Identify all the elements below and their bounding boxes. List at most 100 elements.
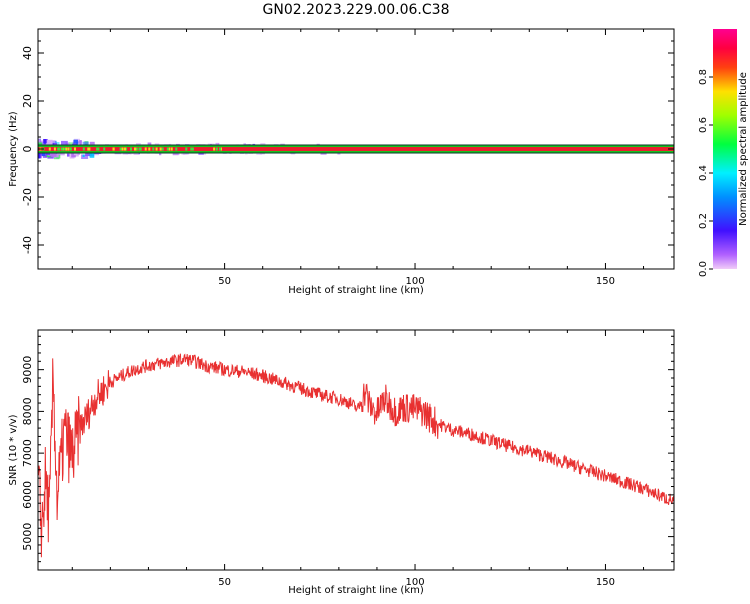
band-fleck <box>139 147 142 151</box>
band-fleck <box>168 147 171 151</box>
band-fleck <box>135 147 138 151</box>
spectrogram-xlabel: Height of straight line (km) <box>288 285 424 296</box>
spectrogram-marks <box>38 138 674 160</box>
y-tick-label: -20 <box>21 188 34 206</box>
spectral-cell <box>73 139 78 144</box>
band-fleck <box>155 147 158 151</box>
colorbar-label: Normalized spectral amplitude <box>738 72 749 226</box>
band-fleck <box>219 147 222 151</box>
band-fleck <box>57 147 60 151</box>
spectral-cell <box>82 154 85 157</box>
spectral-cell <box>43 139 47 143</box>
spectral-cell <box>89 141 95 147</box>
spectral-cell <box>39 152 43 155</box>
y-tick-label: -40 <box>21 236 34 254</box>
y-tick-label: 7000 <box>21 439 34 467</box>
spectral-cell <box>39 140 47 146</box>
colorbar-gradient <box>713 29 737 269</box>
band-fleck <box>65 147 68 151</box>
spectral-cell <box>76 142 79 147</box>
band-fleck <box>185 147 188 151</box>
band-fleck <box>112 147 115 151</box>
snr-panel: 50 100 150 5000 6000 7000 8000 9000 Height of s… <box>8 329 675 596</box>
band-fleck <box>213 147 216 151</box>
band-fleck <box>87 147 90 151</box>
band-fleck <box>170 147 173 151</box>
colorbar-tick-label: 0.6 <box>698 117 709 133</box>
spectral-cell <box>51 152 57 157</box>
spectral-cell <box>45 139 53 145</box>
spectral-cell <box>58 152 65 155</box>
spectral-cell <box>45 155 53 158</box>
band-fleck <box>152 147 155 151</box>
band-fleck <box>144 147 147 151</box>
colorbar-tick-label: 0.8 <box>698 69 709 85</box>
colorbar: 0.0 0.2 0.4 0.6 0.8 Normalized spectral ampl… <box>698 29 749 277</box>
spectral-cell <box>79 140 82 145</box>
spectrogram-ticks: 50 100 150 -40 -20 0 20 40 <box>21 28 674 287</box>
band-fleck <box>159 147 162 151</box>
colorbar-tick-label: 0.2 <box>698 213 709 229</box>
y-tick-label: 8000 <box>21 397 34 425</box>
band-fleck <box>190 147 193 151</box>
band-fleck <box>119 147 122 151</box>
band-fleck <box>215 147 218 151</box>
band-fleck <box>103 147 106 151</box>
y-tick-label: 5000 <box>21 523 34 551</box>
band-fleck <box>96 147 99 151</box>
snr-marks <box>38 353 674 558</box>
band-fleck <box>88 147 91 151</box>
band-core <box>38 147 674 151</box>
spectral-cell <box>38 139 41 145</box>
band-fleck <box>124 147 126 151</box>
spectral-cell <box>82 141 89 146</box>
snr-frame <box>37 329 675 571</box>
band-fleck <box>175 147 178 151</box>
x-tick-label: 150 <box>596 276 615 287</box>
snr-xlabel: Height of straight line (km) <box>288 585 424 596</box>
spectral-cell <box>41 152 46 156</box>
x-tick-label: 50 <box>218 276 231 287</box>
spectral-cell <box>38 153 41 159</box>
y-tick-label: 20 <box>21 94 34 108</box>
band-fleck <box>191 147 194 151</box>
band-fleck <box>53 147 56 151</box>
spectrogram-panel: 50 100 150 -40 -20 0 20 40 Height of straight l… <box>8 28 675 296</box>
x-tick-label: 150 <box>596 577 615 588</box>
band-fleck <box>63 147 66 151</box>
band-fleck <box>60 147 63 151</box>
band-fleck <box>148 147 151 151</box>
band-fleck <box>82 147 85 151</box>
band-fleck <box>134 147 137 151</box>
band-fleck <box>97 147 100 151</box>
x-tick-label: 50 <box>218 577 231 588</box>
x-tick-label: 100 <box>405 276 424 287</box>
x-tick-label: 100 <box>405 577 424 588</box>
colorbar-ticks: 0.0 0.2 0.4 0.6 0.8 <box>698 69 713 277</box>
band-fleck <box>74 147 76 151</box>
band-fleck <box>121 147 124 151</box>
snr-ylabel: SNR (10 * v/v) <box>8 414 19 485</box>
y-tick-label: 9000 <box>21 356 34 384</box>
colorbar-tick-label: 0.4 <box>698 165 709 181</box>
spectral-cell <box>71 151 76 158</box>
spectral-cell <box>51 140 56 144</box>
y-tick-label: 6000 <box>21 481 34 509</box>
band-fleck <box>48 147 51 151</box>
snr-ticks: 50 100 150 5000 6000 7000 8000 9000 <box>21 330 674 588</box>
spectral-cell <box>89 153 95 158</box>
band-fleck <box>138 147 141 151</box>
band-fleck <box>130 147 132 151</box>
spectral-cell <box>61 140 68 147</box>
spectrogram-ylabel: Frequency (Hz) <box>8 111 19 187</box>
y-tick-label: 40 <box>21 46 34 60</box>
band-fleck <box>161 147 164 151</box>
colorbar-tick-label: 0.0 <box>698 261 709 277</box>
band-fleck <box>69 147 72 151</box>
snr-series-line <box>38 353 674 558</box>
band-fleck <box>67 147 70 151</box>
figure-title: GN02.2023.229.00.06.C38 <box>263 2 450 18</box>
band-fleck <box>166 147 169 151</box>
